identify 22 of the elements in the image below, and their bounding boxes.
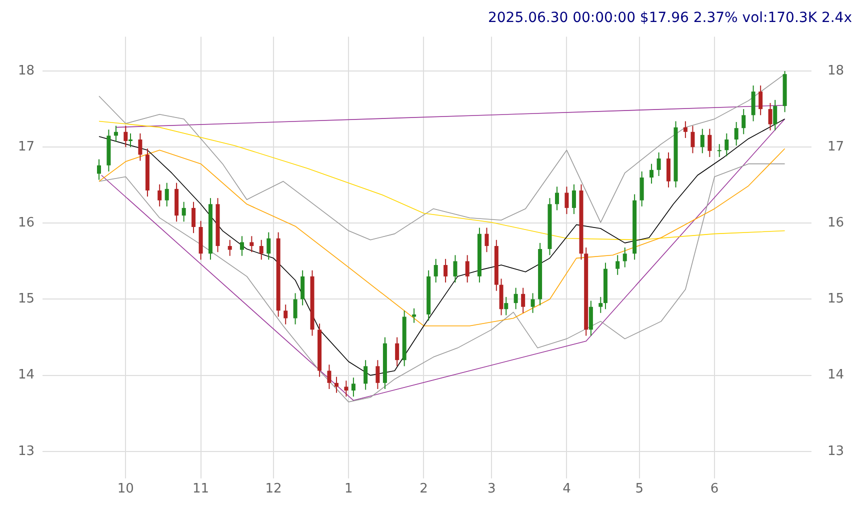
y-tick-label: 17: [18, 139, 35, 154]
x-tick-label: 1: [344, 482, 353, 497]
y-tick-label: 13: [18, 444, 35, 459]
x-tick-label: 3: [487, 482, 496, 497]
x-tick-label: 11: [192, 482, 210, 497]
x-tick-label: 12: [265, 482, 282, 497]
y-tick-label: 18: [18, 63, 35, 78]
y2-tick-label: 18: [827, 63, 844, 78]
x-tick-label: 10: [117, 482, 134, 497]
y-tick-label: 15: [18, 292, 35, 307]
y2-tick-label: 14: [827, 368, 844, 383]
y-tick-label: 16: [18, 216, 35, 231]
x-tick-label: 2: [420, 482, 428, 497]
chart-title: 2025.06.30 00:00:00 $17.96 2.37% vol:170.3K 2.4x: [488, 10, 852, 26]
y-tick-label: 14: [18, 368, 35, 383]
x-tick-label: 6: [710, 482, 719, 497]
y2-tick-label: 17: [827, 139, 844, 154]
x-tick-label: 5: [635, 482, 644, 497]
y2-tick-label: 15: [827, 292, 844, 307]
x-tick-label: 4: [562, 482, 571, 497]
y2-tick-label: 13: [827, 444, 844, 459]
y2-tick-label: 16: [827, 216, 844, 231]
